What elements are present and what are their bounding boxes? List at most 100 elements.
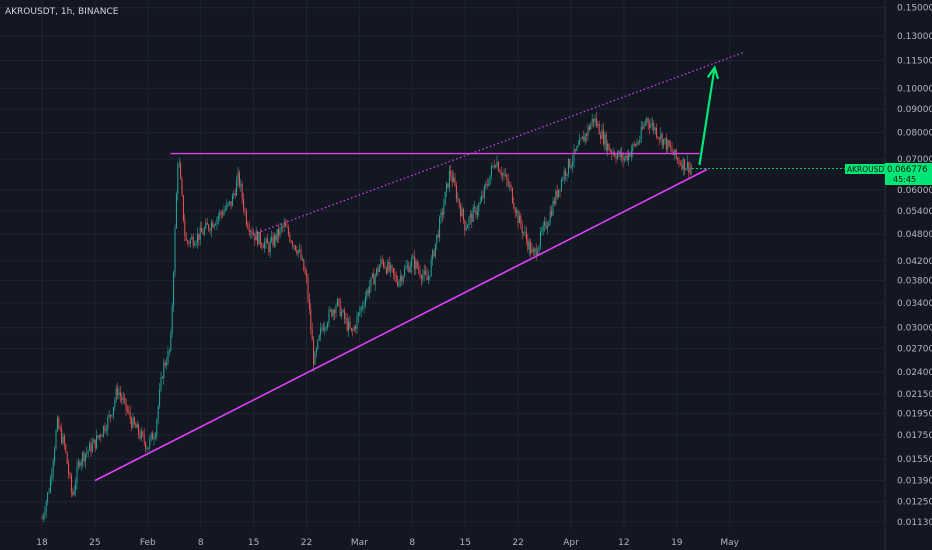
candle-body (392, 268, 394, 274)
candle-body (254, 235, 256, 241)
candle-body (320, 327, 322, 336)
candle-body (80, 461, 82, 466)
candle-body (541, 231, 543, 232)
candle-body (643, 124, 645, 129)
price-badge-symbol: AKROUSDT (847, 165, 889, 174)
candle-body (342, 310, 344, 312)
candle-body (156, 419, 158, 436)
candle-body (159, 389, 161, 407)
candle-body (369, 286, 371, 294)
candle-body (194, 244, 196, 246)
candle-body (163, 362, 165, 378)
candle-body (412, 256, 414, 259)
candle-body (147, 447, 149, 449)
candle-body (534, 248, 536, 252)
candle-body (91, 443, 93, 452)
candle-body (196, 233, 198, 243)
candle-body (63, 436, 65, 445)
candle-body (205, 222, 207, 229)
time-axis[interactable]: 18 25 Feb 8 15 22 Mar 8 15 22 Apr 12 19 May (36, 538, 739, 548)
candle-body (625, 155, 627, 159)
candle-body (96, 435, 98, 449)
candle-body (374, 275, 376, 285)
candle-body (467, 225, 469, 229)
candle-body (208, 224, 210, 230)
candle-body (356, 316, 358, 329)
candle-body (468, 217, 470, 226)
candle-body (370, 277, 372, 287)
candle-body (143, 434, 145, 443)
candle-body (220, 212, 222, 214)
candle-body (677, 157, 679, 160)
candle-body (177, 164, 179, 195)
candle-body (66, 451, 68, 465)
candle-body (559, 189, 561, 191)
candle-body (105, 429, 107, 431)
candle-body (238, 172, 240, 186)
candle-body (367, 290, 369, 294)
candle-body (244, 209, 246, 212)
candle-body (460, 206, 462, 217)
candle-body (140, 431, 142, 439)
price-axis-bg[interactable] (885, 0, 932, 550)
candle-body (500, 172, 502, 176)
candle-body (209, 229, 211, 231)
price-badge-countdown: 45:45 (893, 175, 916, 184)
candle-body (685, 168, 687, 171)
candle-body (178, 163, 180, 165)
candle-body (117, 388, 119, 395)
candle-body (303, 259, 305, 271)
candle-body (671, 147, 673, 153)
candle-body (581, 136, 583, 139)
candle-body (129, 411, 131, 419)
candle-body (668, 140, 670, 147)
candle-body (450, 170, 452, 176)
candle-body (507, 180, 509, 186)
candle-body (384, 266, 386, 269)
candle-body (94, 439, 96, 449)
candle-body (332, 310, 334, 317)
candle-body (364, 297, 366, 306)
candle-body (279, 227, 281, 236)
candle-body (493, 165, 495, 168)
candle-body (584, 133, 586, 142)
candle-body (650, 124, 652, 128)
candle-body (231, 195, 233, 207)
candle-body (122, 398, 124, 401)
candle-body (89, 443, 91, 451)
candle-body (83, 452, 85, 462)
candle-body (411, 258, 413, 267)
upper-channel-line (253, 51, 746, 235)
candle-body (103, 425, 105, 436)
candle-body (544, 221, 546, 226)
candle-body (318, 335, 320, 341)
candle-body (499, 170, 501, 173)
candle-body (47, 492, 49, 502)
candle-body (86, 452, 88, 454)
candle-body (192, 236, 194, 246)
candle-body (563, 170, 565, 180)
price-badge-value-bg (885, 163, 932, 185)
candle-body (661, 133, 663, 146)
candle-body (247, 224, 249, 228)
candle-body (119, 392, 121, 397)
candle-body (79, 462, 81, 466)
candle-body (691, 167, 693, 169)
candle-body (237, 172, 239, 181)
candle-body (681, 164, 683, 170)
candle-body (223, 210, 225, 216)
candle-body (153, 437, 155, 440)
candle-body (632, 144, 634, 151)
candle-body (289, 234, 291, 242)
candle-body (530, 241, 532, 254)
candle-body (644, 122, 646, 125)
candle-body (132, 417, 134, 428)
candle-body (465, 228, 467, 231)
